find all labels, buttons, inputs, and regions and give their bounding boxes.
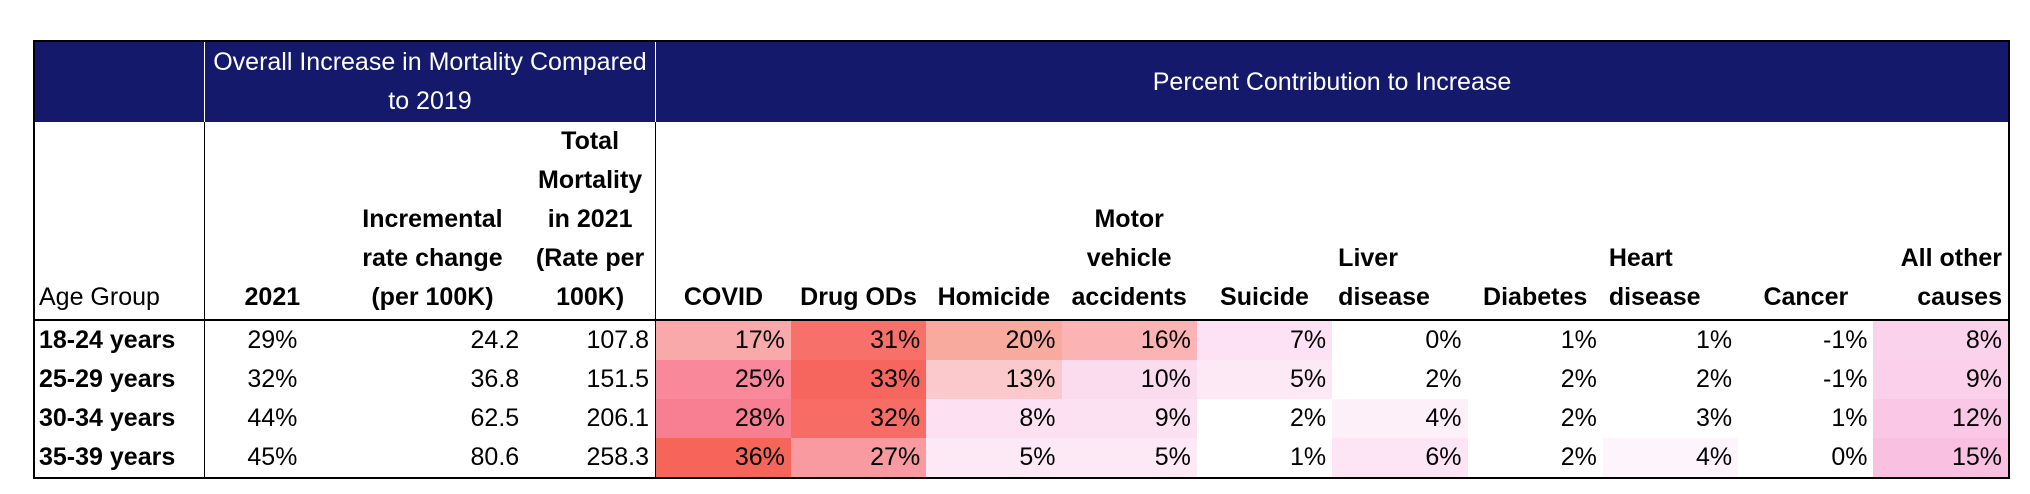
cause-cell: 6% bbox=[1332, 438, 1468, 478]
pct-2021-cell: 29% bbox=[247, 326, 298, 354]
cause-cell: 32% bbox=[790, 399, 927, 438]
col-header-suicide: Suicide bbox=[1196, 122, 1333, 321]
mortality-table: Overall Increase in Mortality Compared t… bbox=[33, 40, 2010, 479]
incremental-cell: 36.8 bbox=[470, 365, 520, 393]
column-header-row: Age Group 2021 Incremental rate change (… bbox=[34, 122, 2009, 321]
mortality-table-container: Overall Increase in Mortality Compared t… bbox=[33, 40, 2010, 479]
cause-cell: 16% bbox=[1061, 320, 1197, 360]
cause-cell: 15% bbox=[1873, 438, 2009, 478]
cause-cell: 2% bbox=[1332, 360, 1468, 399]
header-blank-cell bbox=[34, 41, 205, 122]
cause-cell: 1% bbox=[1602, 320, 1739, 360]
cause-cell: 2% bbox=[1602, 360, 1739, 399]
col-header-covid: COVID bbox=[655, 122, 791, 321]
table-row: 25-29 years 32% 36.8 151.5 25% 33% 13% 1… bbox=[34, 360, 2009, 399]
cause-cell: 7% bbox=[1196, 320, 1333, 360]
cause-cell: 1% bbox=[1196, 438, 1333, 478]
cause-cell: 8% bbox=[926, 399, 1062, 438]
incremental-cell: 24.2 bbox=[470, 326, 520, 354]
pct-2021-cell: 44% bbox=[247, 404, 298, 432]
cause-cell: 4% bbox=[1602, 438, 1739, 478]
cause-cell: 13% bbox=[926, 360, 1062, 399]
age-group-cell: 35-39 years bbox=[34, 438, 205, 478]
cause-cell: 2% bbox=[1467, 399, 1603, 438]
cause-cell: 5% bbox=[926, 438, 1062, 478]
cause-cell: 17% bbox=[655, 320, 791, 360]
cause-cell: 2% bbox=[1467, 438, 1603, 478]
incremental-cell: 80.6 bbox=[470, 443, 520, 471]
age-group-cell: 25-29 years bbox=[34, 360, 205, 399]
total-cell: 206.1 bbox=[525, 399, 657, 438]
cause-cell: 27% bbox=[790, 438, 927, 478]
col-header-drug-ods: Drug ODs bbox=[790, 122, 927, 321]
cause-cell: 5% bbox=[1061, 438, 1197, 478]
cause-cell: 33% bbox=[790, 360, 927, 399]
col-header-age-group: Age Group bbox=[34, 122, 205, 321]
cause-cell: 9% bbox=[1061, 399, 1197, 438]
cause-cell: 36% bbox=[655, 438, 791, 478]
cause-cell: 9% bbox=[1873, 360, 2009, 399]
cause-cell: 4% bbox=[1332, 399, 1468, 438]
header-band: Overall Increase in Mortality Compared t… bbox=[34, 41, 2009, 122]
table-row: 30-34 years 44% 62.5 206.1 28% 32% 8% 9%… bbox=[34, 399, 2009, 438]
cause-cell: 31% bbox=[790, 320, 927, 360]
cause-cell: 2% bbox=[1467, 360, 1603, 399]
age-group-cell: 30-34 years bbox=[34, 399, 205, 438]
table-row: 35-39 years 45% 80.6 258.3 36% 27% 5% 5%… bbox=[34, 438, 2009, 478]
cause-cell: 0% bbox=[1332, 320, 1468, 360]
col-header-heart-disease: Heart disease bbox=[1602, 122, 1739, 321]
percent-contribution-header: Percent Contribution to Increase bbox=[655, 41, 2009, 122]
cause-cell: 12% bbox=[1873, 399, 2009, 438]
col-header-homicide: Homicide bbox=[926, 122, 1062, 321]
cause-cell: -1% bbox=[1738, 320, 1874, 360]
table-row: 18-24 years 29% 24.2 107.8 17% 31% 20% 1… bbox=[34, 320, 2009, 360]
incremental-cell: 62.5 bbox=[470, 404, 520, 432]
age-group-cell: 18-24 years bbox=[34, 320, 205, 360]
cause-cell: 10% bbox=[1061, 360, 1197, 399]
table-body: 18-24 years 29% 24.2 107.8 17% 31% 20% 1… bbox=[34, 320, 2009, 478]
cause-cell: 28% bbox=[655, 399, 791, 438]
col-header-incremental: Incremental rate change (per 100K) bbox=[339, 122, 526, 321]
total-cell: 107.8 bbox=[525, 320, 657, 360]
cause-cell: 3% bbox=[1602, 399, 1739, 438]
col-header-liver-disease: Liver disease bbox=[1332, 122, 1468, 321]
cause-cell: 25% bbox=[655, 360, 791, 399]
col-header-total-mortality: Total Mortality in 2021 (Rate per 100K) bbox=[525, 122, 656, 321]
pct-2021-cell: 45% bbox=[247, 443, 298, 471]
cause-cell: 20% bbox=[926, 320, 1062, 360]
overall-increase-header: Overall Increase in Mortality Compared t… bbox=[204, 41, 657, 122]
cause-cell: 1% bbox=[1738, 399, 1874, 438]
cause-cell: -1% bbox=[1738, 360, 1874, 399]
pct-2021-cell: 32% bbox=[247, 365, 298, 393]
col-header-cancer: Cancer bbox=[1738, 122, 1874, 321]
cause-cell: 8% bbox=[1873, 320, 2009, 360]
col-header-2021: 2021 bbox=[203, 122, 340, 321]
total-cell: 151.5 bbox=[525, 360, 657, 399]
col-header-diabetes: Diabetes bbox=[1467, 122, 1603, 321]
col-header-motor-vehicle: Motor vehicle accidents bbox=[1061, 122, 1197, 321]
cause-cell: 2% bbox=[1196, 399, 1333, 438]
cause-cell: 5% bbox=[1196, 360, 1333, 399]
cause-cell: 1% bbox=[1467, 320, 1603, 360]
col-header-all-other: All other causes bbox=[1873, 122, 2009, 321]
total-cell: 258.3 bbox=[525, 438, 657, 478]
cause-cell: 0% bbox=[1738, 438, 1874, 478]
